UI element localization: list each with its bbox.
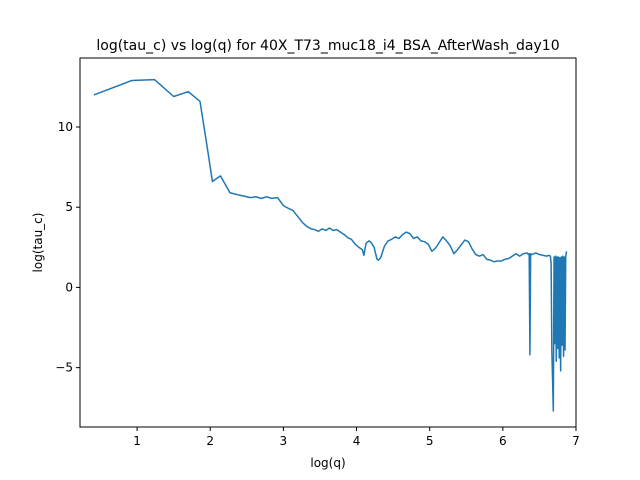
y-axis-label: log(tau_c): [31, 213, 45, 273]
chart-title: log(tau_c) vs log(q) for 40X_T73_muc18_i…: [96, 38, 559, 54]
x-tick-label: 3: [280, 434, 288, 448]
y-tick-label: 0: [65, 280, 73, 294]
x-tick-label: 7: [572, 434, 580, 448]
y-axis-ticks: −5 0 5 10: [55, 120, 80, 375]
x-tick-label: 5: [426, 434, 434, 448]
x-tick-label: 1: [133, 434, 141, 448]
plot-area: [80, 58, 576, 427]
series-line-0: [93, 78, 568, 412]
x-tick-label: 6: [499, 434, 507, 448]
y-tick-label: −5: [55, 361, 73, 375]
y-tick-label: 10: [58, 120, 73, 134]
y-tick-label: 5: [65, 200, 73, 214]
axes-frame: [79, 57, 577, 428]
x-axis-label: log(q): [310, 456, 345, 470]
series-layer: [93, 78, 568, 412]
x-tick-label: 4: [353, 434, 361, 448]
x-axis-ticks: 1 2 3 4 5 6 7: [133, 427, 580, 448]
x-tick-label: 2: [206, 434, 214, 448]
